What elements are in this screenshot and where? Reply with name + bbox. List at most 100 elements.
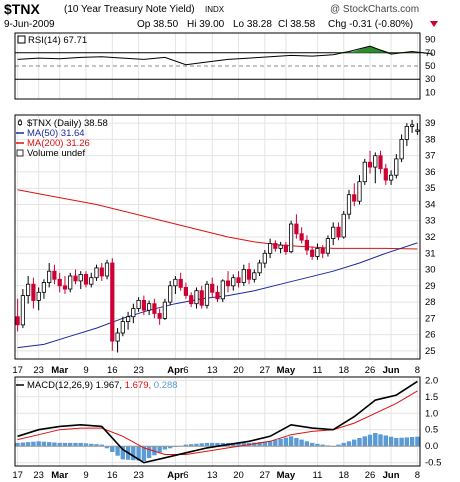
candle-body xyxy=(267,243,273,254)
candle-body xyxy=(215,291,220,300)
y-tick-label: 36 xyxy=(425,167,436,178)
macd-histogram-bar xyxy=(283,437,289,447)
macd-histogram-bar xyxy=(315,443,320,447)
candle-body xyxy=(168,285,173,303)
y-tick-label: 29 xyxy=(425,281,436,292)
candle-body xyxy=(320,247,325,254)
x-tick-label: 11 xyxy=(312,470,322,481)
x-tick-label: Mar xyxy=(51,470,68,481)
candle-body xyxy=(94,267,99,279)
ma50-line xyxy=(17,242,418,349)
rsi-legend-swatch xyxy=(17,35,26,44)
candle-body xyxy=(57,278,62,287)
candle-body xyxy=(199,290,204,306)
macd-histogram-bar xyxy=(304,441,310,447)
x-tick-label: 16 xyxy=(107,470,118,481)
candle-body xyxy=(310,249,315,257)
macd-histogram-bar xyxy=(357,438,362,447)
candle-body xyxy=(178,278,183,288)
quote-high: Hi 39.00 xyxy=(187,19,225,30)
y-tick-label: 2.0 xyxy=(425,375,438,386)
macd-histogram-bar xyxy=(194,443,199,447)
candle-body xyxy=(346,194,352,215)
candle-body xyxy=(141,299,146,311)
y-tick-label: -0.5 xyxy=(425,458,441,469)
candle-body xyxy=(383,168,388,181)
y-tick-label: 33 xyxy=(425,216,436,227)
macd-signal-line xyxy=(17,390,418,455)
macd-histogram-bar xyxy=(236,442,241,447)
candle-body xyxy=(278,244,283,249)
y-tick-label: 90 xyxy=(425,35,436,46)
candle-body xyxy=(378,155,383,170)
macd-histogram-bar xyxy=(25,442,31,447)
candle-body xyxy=(299,233,304,241)
candle-body xyxy=(25,283,31,297)
quote-low: Lo 38.28 xyxy=(233,19,272,30)
macd-histogram-bar xyxy=(131,446,136,461)
x-tick-label: Mar xyxy=(51,365,68,376)
x-tick-label: 8 xyxy=(415,470,420,481)
rsi-line xyxy=(17,45,434,66)
macd-histogram-bar xyxy=(89,443,94,447)
macd-histogram-bar xyxy=(157,446,162,453)
copyright: @ StockCharts.com xyxy=(330,4,420,15)
y-tick-label: 28 xyxy=(425,297,436,308)
macd-histogram-bar xyxy=(336,444,341,447)
candle-body xyxy=(373,155,378,168)
exchange-label: INDX xyxy=(205,5,225,14)
macd-histogram-bar xyxy=(15,442,20,447)
macd-histogram-bar xyxy=(378,434,383,447)
y-tick-label: 10 xyxy=(425,87,436,98)
macd-histogram-bar xyxy=(294,438,299,447)
legend-volume-icon xyxy=(16,149,24,157)
candle-body xyxy=(47,270,52,284)
candle-body xyxy=(220,280,225,300)
candle-body xyxy=(325,238,331,254)
candle-body xyxy=(236,277,241,284)
x-tick-label: 18 xyxy=(338,365,349,376)
symbol-description: (10 Year Treasury Note Yield) xyxy=(64,4,195,15)
symbol: $TNX xyxy=(4,1,40,17)
candle-body xyxy=(183,286,188,296)
candle-body xyxy=(210,283,215,293)
x-tick-label: May xyxy=(277,365,296,376)
x-tick-label: 20 xyxy=(233,470,244,481)
macd-legend-value: 1.679, xyxy=(125,380,154,391)
y-tick-label: 30 xyxy=(425,265,436,276)
macd-histogram-bar xyxy=(220,442,225,447)
macd-histogram-bar xyxy=(183,444,189,447)
candle-body xyxy=(152,303,157,314)
candle-body xyxy=(315,247,320,257)
candle-body xyxy=(415,129,420,132)
candle-body xyxy=(110,262,115,342)
y-tick-label: 30 xyxy=(425,74,436,85)
quote-date: 9-Jun-2009 xyxy=(4,19,55,30)
macd-histogram-bar xyxy=(36,441,41,447)
macd-frame xyxy=(14,376,421,467)
candle-body xyxy=(89,277,94,285)
macd-histogram-bar xyxy=(189,444,194,447)
candle-body xyxy=(68,275,73,290)
macd-histogram-bar xyxy=(310,442,315,447)
macd-histogram-bar xyxy=(146,446,152,459)
x-tick-label: May xyxy=(277,470,296,481)
macd-histogram-bar xyxy=(273,440,278,447)
y-tick-label: 0.0 xyxy=(425,441,438,452)
macd-histogram-bar xyxy=(47,442,52,447)
candle-body xyxy=(288,223,294,253)
x-tick-label: 23 xyxy=(33,365,44,376)
x-tick-label: 23 xyxy=(33,470,44,481)
macd-legend-value: MACD(12,26,9) xyxy=(27,380,96,391)
macd-legend-value: 1.967, xyxy=(96,380,125,391)
candle-body xyxy=(336,226,341,238)
x-tick-label: 9 xyxy=(83,470,88,481)
x-tick-label: 27 xyxy=(260,365,271,376)
x-tick-label: 23 xyxy=(133,365,144,376)
x-tick-label: 13 xyxy=(207,470,218,481)
candle-body xyxy=(146,303,152,311)
candle-body xyxy=(399,138,404,160)
macd-histogram-bar xyxy=(120,446,125,460)
candle-body xyxy=(331,226,336,239)
candle-body xyxy=(409,124,415,127)
